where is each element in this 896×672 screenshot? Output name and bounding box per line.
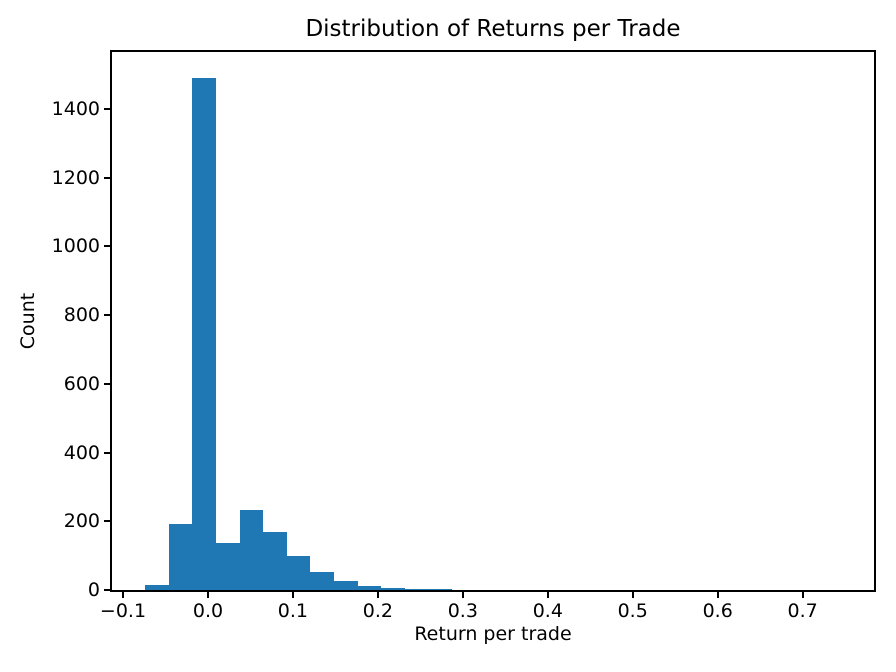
- x-tick-label: 0.7: [787, 600, 818, 622]
- histogram-bar: [357, 586, 382, 590]
- plot-area: [110, 50, 876, 592]
- x-tick: [801, 592, 804, 598]
- x-tick-label: 0.1: [277, 600, 308, 622]
- y-tick: [104, 176, 110, 179]
- x-tick: [122, 592, 124, 598]
- histogram-bars: [112, 52, 874, 590]
- x-tick: [461, 592, 464, 598]
- y-tick-label: 400: [63, 441, 100, 464]
- histogram-bar: [145, 584, 169, 590]
- histogram-bar: [263, 532, 287, 590]
- y-tick: [104, 520, 110, 523]
- histogram-bar: [428, 589, 453, 590]
- y-tick-label: 0: [87, 579, 100, 601]
- histogram-bar: [334, 580, 358, 590]
- x-axis-label: Return per trade: [414, 623, 572, 645]
- x-tick-label: 0.0: [192, 600, 224, 622]
- x-tick-label: 0.6: [702, 600, 733, 622]
- y-tick-label: 600: [63, 372, 100, 395]
- y-tick: [104, 382, 110, 385]
- x-tick: [546, 592, 549, 598]
- chart-title: Distribution of Returns per Trade: [305, 16, 681, 42]
- y-tick-label: 1000: [51, 235, 100, 258]
- y-tick: [104, 245, 110, 248]
- y-tick: [104, 314, 110, 316]
- y-tick-label: 800: [63, 304, 100, 326]
- x-tick: [631, 592, 634, 598]
- y-axis-label: Count: [17, 292, 39, 350]
- x-tick-label: 0.5: [617, 600, 648, 622]
- x-tick-label: −0.1: [99, 600, 147, 622]
- y-tick: [104, 107, 110, 110]
- y-tick-label: 1200: [51, 166, 100, 189]
- y-tick-label: 1400: [51, 97, 100, 120]
- x-tick: [207, 592, 209, 598]
- histogram-bar: [404, 588, 429, 590]
- histogram-bar: [192, 77, 216, 590]
- x-tick: [291, 592, 294, 598]
- y-tick-label: 200: [63, 510, 100, 533]
- x-tick: [716, 592, 719, 598]
- histogram-bar: [286, 555, 311, 590]
- y-tick: [104, 589, 110, 591]
- histogram-bar: [168, 523, 193, 590]
- histogram-bar: [381, 587, 405, 590]
- x-tick-label: 0.2: [362, 600, 393, 622]
- y-tick: [104, 451, 110, 454]
- histogram-bar: [310, 572, 335, 590]
- x-tick: [376, 592, 379, 598]
- x-tick-label: 0.3: [447, 600, 478, 622]
- histogram-bar: [215, 543, 240, 590]
- histogram-bar: [239, 510, 264, 590]
- x-tick-label: 0.4: [532, 600, 563, 622]
